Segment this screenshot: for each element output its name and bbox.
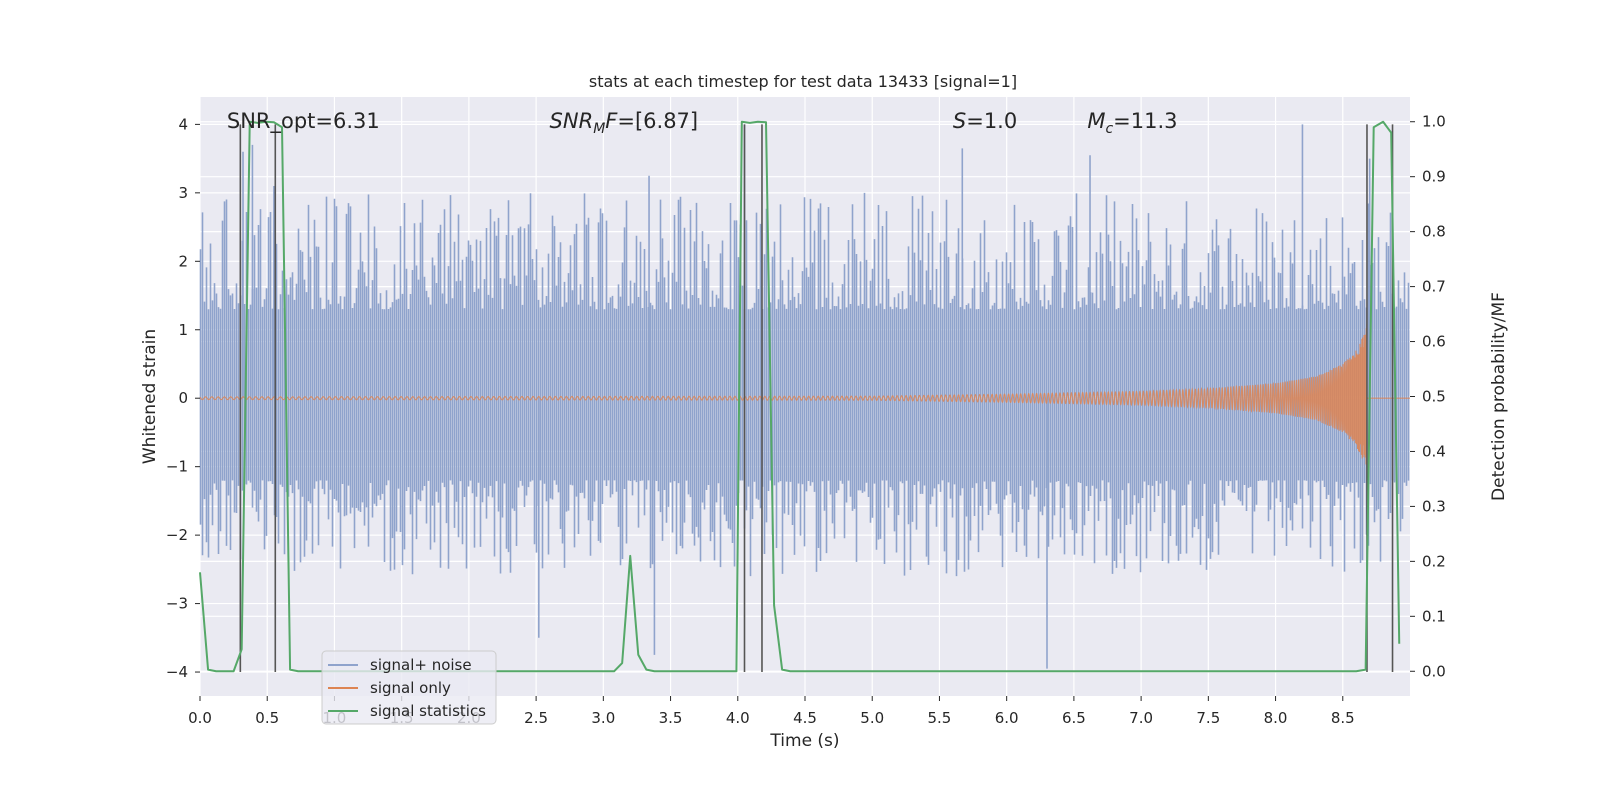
x-tick-label: 3.5 xyxy=(659,709,683,727)
y-axis-label: Whitened strain xyxy=(140,329,160,464)
annotation-part: SNR xyxy=(550,109,594,133)
right-y-tick-label: 0.0 xyxy=(1422,662,1446,680)
right-y-tick-label: 0.4 xyxy=(1422,442,1446,460)
x-tick-label: 2.5 xyxy=(524,709,548,727)
right-y-tick-label: 0.3 xyxy=(1422,497,1446,515)
annotation-0: SNR_opt=6.31 xyxy=(227,109,380,134)
x-tick-label: 0.0 xyxy=(188,709,212,727)
annotation-part: M xyxy=(1087,109,1105,133)
series-signal-noise xyxy=(199,124,1410,669)
x-tick-label: 5.0 xyxy=(860,709,884,727)
y-tick-label: 1 xyxy=(178,321,188,339)
right-y-tick-label: 0.1 xyxy=(1422,607,1446,625)
annotation-part: c xyxy=(1105,121,1113,137)
right-y-tick-label: 1.0 xyxy=(1422,113,1446,131)
right-y-tick-label: 0.7 xyxy=(1422,278,1446,296)
annotation-part: =[6.87] xyxy=(617,109,698,133)
annotation-part: S xyxy=(953,109,966,133)
y-tick-label: 3 xyxy=(178,184,188,202)
x-axis-label: Time (s) xyxy=(769,731,839,751)
annotation-part: =1.0 xyxy=(966,109,1017,133)
legend-label: signal only xyxy=(370,679,451,697)
y-tick-label: 4 xyxy=(178,115,188,133)
annotation-part: M xyxy=(593,121,605,137)
annotation-part: F xyxy=(605,109,618,133)
y-tick-label: 2 xyxy=(178,252,188,270)
right-y-tick-label: 0.8 xyxy=(1422,223,1446,241)
x-tick-label: 3.0 xyxy=(591,709,615,727)
x-tick-label: 7.0 xyxy=(1129,709,1153,727)
x-tick-label: 8.5 xyxy=(1331,709,1355,727)
x-tick-label: 4.5 xyxy=(793,709,817,727)
x-tick-label: 8.0 xyxy=(1264,709,1288,727)
annotation-1: SNRMF=[6.87] xyxy=(550,109,699,137)
x-tick-label: 5.5 xyxy=(928,709,952,727)
right-y-tick-label: 0.9 xyxy=(1422,168,1446,186)
right-y-tick-label: 0.2 xyxy=(1422,552,1446,570)
plot-area: SNR_opt=6.31 SNRMF=[6.87] S=1.0 Mc=11.30.0 0… xyxy=(140,97,1509,751)
series-signal-statistics xyxy=(199,120,1401,673)
right-y-tick-label: 0.6 xyxy=(1422,333,1446,351)
legend: signal+ noise signal only signal statistic… xyxy=(321,650,497,725)
y-tick-label: −3 xyxy=(166,595,188,613)
y-tick-label: −2 xyxy=(166,526,188,544)
legend-box xyxy=(321,650,497,725)
annotation-3: Mc=11.3 xyxy=(1087,109,1177,137)
x-tick-label: 7.5 xyxy=(1196,709,1220,727)
series-signal-only xyxy=(199,323,1410,465)
legend-label: signal statistics xyxy=(370,702,486,720)
x-tick-label: 6.0 xyxy=(995,709,1019,727)
x-tick-label: 0.5 xyxy=(255,709,279,727)
legend-label: signal+ noise xyxy=(370,656,472,674)
annotation-2: S=1.0 xyxy=(953,109,1017,133)
y-tick-label: −4 xyxy=(166,663,188,681)
chart-title: stats at each timestep for test data 134… xyxy=(589,72,1017,91)
y-tick-label: −1 xyxy=(166,458,188,476)
annotation-part: SNR_opt=6.31 xyxy=(227,109,380,134)
right-y-axis-label: Detection probability/MF xyxy=(1489,292,1509,501)
x-tick-label: 6.5 xyxy=(1062,709,1086,727)
x-tick-label: 4.0 xyxy=(726,709,750,727)
y-tick-label: 0 xyxy=(178,389,188,407)
annotation-part: =11.3 xyxy=(1113,109,1177,133)
right-y-tick-label: 0.5 xyxy=(1422,388,1446,406)
